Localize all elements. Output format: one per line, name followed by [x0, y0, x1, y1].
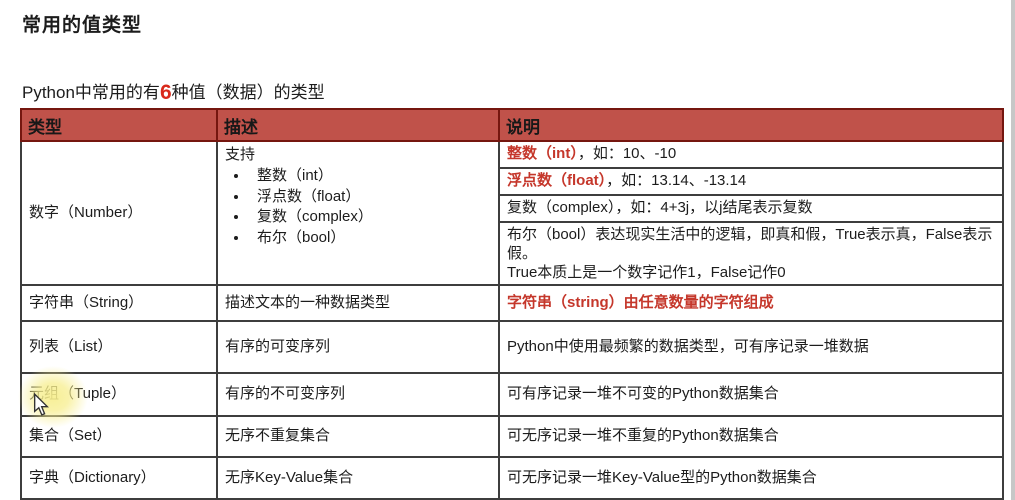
- cell-dict-description: 无序Key-Value集合: [216, 456, 500, 500]
- number-subtypes-list: 整数（int） 浮点数（float） 复数（complex） 布尔（bool）: [225, 167, 491, 248]
- table-row-string: 字符串（String） 描述文本的一种数据类型 字符串（string）由任意数量…: [20, 284, 1004, 322]
- cell-number-type: 数字（Number）: [20, 140, 218, 286]
- cell-string-type: 字符串（String）: [20, 284, 218, 322]
- subtitle-prefix: Python中常用的有: [22, 83, 160, 102]
- table-row-set: 集合（Set） 无序不重复集合 可无序记录一堆不重复的Python数据集合: [20, 415, 1004, 458]
- cell-string-description: 描述文本的一种数据类型: [216, 284, 500, 322]
- subtitle-count: 6: [159, 81, 172, 104]
- bullet-item-int: 整数（int）: [249, 167, 491, 186]
- cell-set-type: 集合（Set）: [20, 415, 218, 458]
- cell-dict-type: 字典（Dictionary）: [20, 456, 218, 500]
- screen-edge-strip: [1011, 0, 1015, 500]
- note-float: 浮点数（float），如：13.14、-13.14: [498, 167, 1004, 196]
- header-cell-type: 类型: [20, 108, 218, 142]
- value-types-table: 类型 描述 说明 数字（Number） 支持 整数（int） 浮点数（float…: [20, 108, 1004, 500]
- subtitle-suffix: 种值（数据）的类型: [171, 83, 325, 102]
- header-cell-notes: 说明: [498, 108, 1004, 142]
- table-row-number-bool: 布尔（bool）表达现实生活中的逻辑，即真和假，True表示真，False表示假…: [21, 221, 1004, 286]
- note-int-term: 整数（int）: [507, 145, 578, 163]
- note-tuple: 可有序记录一堆不可变的Python数据集合: [498, 372, 1004, 417]
- note-bool-line2: True本质上是一个数字记作1，False记作0: [507, 264, 786, 281]
- cell-list-type: 列表（List）: [20, 320, 218, 374]
- table-row-dictionary: 字典（Dictionary） 无序Key-Value集合 可无序记录一堆Key-…: [20, 456, 1004, 500]
- header-cell-description: 描述: [216, 108, 500, 142]
- cell-tuple-description: 有序的不可变序列: [216, 372, 500, 417]
- bullet-item-bool: 布尔（bool）: [249, 229, 491, 248]
- desc-intro: 支持: [225, 146, 256, 163]
- table-row-list: 列表（List） 有序的可变序列 Python中使用最频繁的数据类型，可有序记录…: [20, 320, 1004, 374]
- cell-number-description: 支持 整数（int） 浮点数（float） 复数（complex） 布尔（boo…: [216, 140, 500, 286]
- note-list: Python中使用最频繁的数据类型，可有序记录一堆数据: [498, 320, 1004, 374]
- page-title: 常用的值类型: [22, 15, 143, 36]
- table-row-number-float: 浮点数（float），如：13.14、-13.14: [21, 167, 1004, 196]
- table-row-number-complex: 复数（complex），如：4+3j，以j结尾表示复数: [21, 194, 1004, 223]
- bullet-item-complex: 复数（complex）: [249, 208, 491, 227]
- note-float-term: 浮点数（float）: [507, 172, 607, 190]
- tuple-label-rest: （Tuple）: [59, 385, 126, 403]
- cell-tuple-type: 元组（Tuple）: [20, 372, 218, 417]
- note-bool: 布尔（bool）表达现实生活中的逻辑，即真和假，True表示真，False表示假…: [498, 221, 1004, 286]
- note-int: 整数（int），如：10、-10: [498, 140, 1004, 169]
- note-float-example: ，如：13.14、-13.14: [606, 172, 747, 190]
- note-string: 字符串（string）由任意数量的字符组成: [498, 284, 1004, 322]
- note-complex: 复数（complex），如：4+3j，以j结尾表示复数: [498, 194, 1004, 223]
- table-row-number: 数字（Number） 支持 整数（int） 浮点数（float） 复数（comp…: [20, 140, 1004, 286]
- bullet-item-float: 浮点数（float）: [249, 188, 491, 207]
- tuple-label-highlighted: 元组: [29, 385, 60, 403]
- table-header-row: 类型 描述 说明: [20, 108, 1004, 142]
- cell-list-description: 有序的可变序列: [216, 320, 500, 374]
- subtitle: Python中常用的有6种值（数据）的类型: [22, 78, 325, 103]
- note-dict: 可无序记录一堆Key-Value型的Python数据集合: [498, 456, 1004, 500]
- note-bool-line1: 布尔（bool）表达现实生活中的逻辑，即真和假，True表示真，False表示假…: [507, 226, 993, 262]
- note-int-example: ，如：10、-10: [577, 145, 677, 163]
- note-set: 可无序记录一堆不重复的Python数据集合: [498, 415, 1004, 458]
- cell-set-description: 无序不重复集合: [216, 415, 500, 458]
- table-row-tuple: 元组（Tuple） 有序的不可变序列 可有序记录一堆不可变的Python数据集合: [20, 372, 1004, 417]
